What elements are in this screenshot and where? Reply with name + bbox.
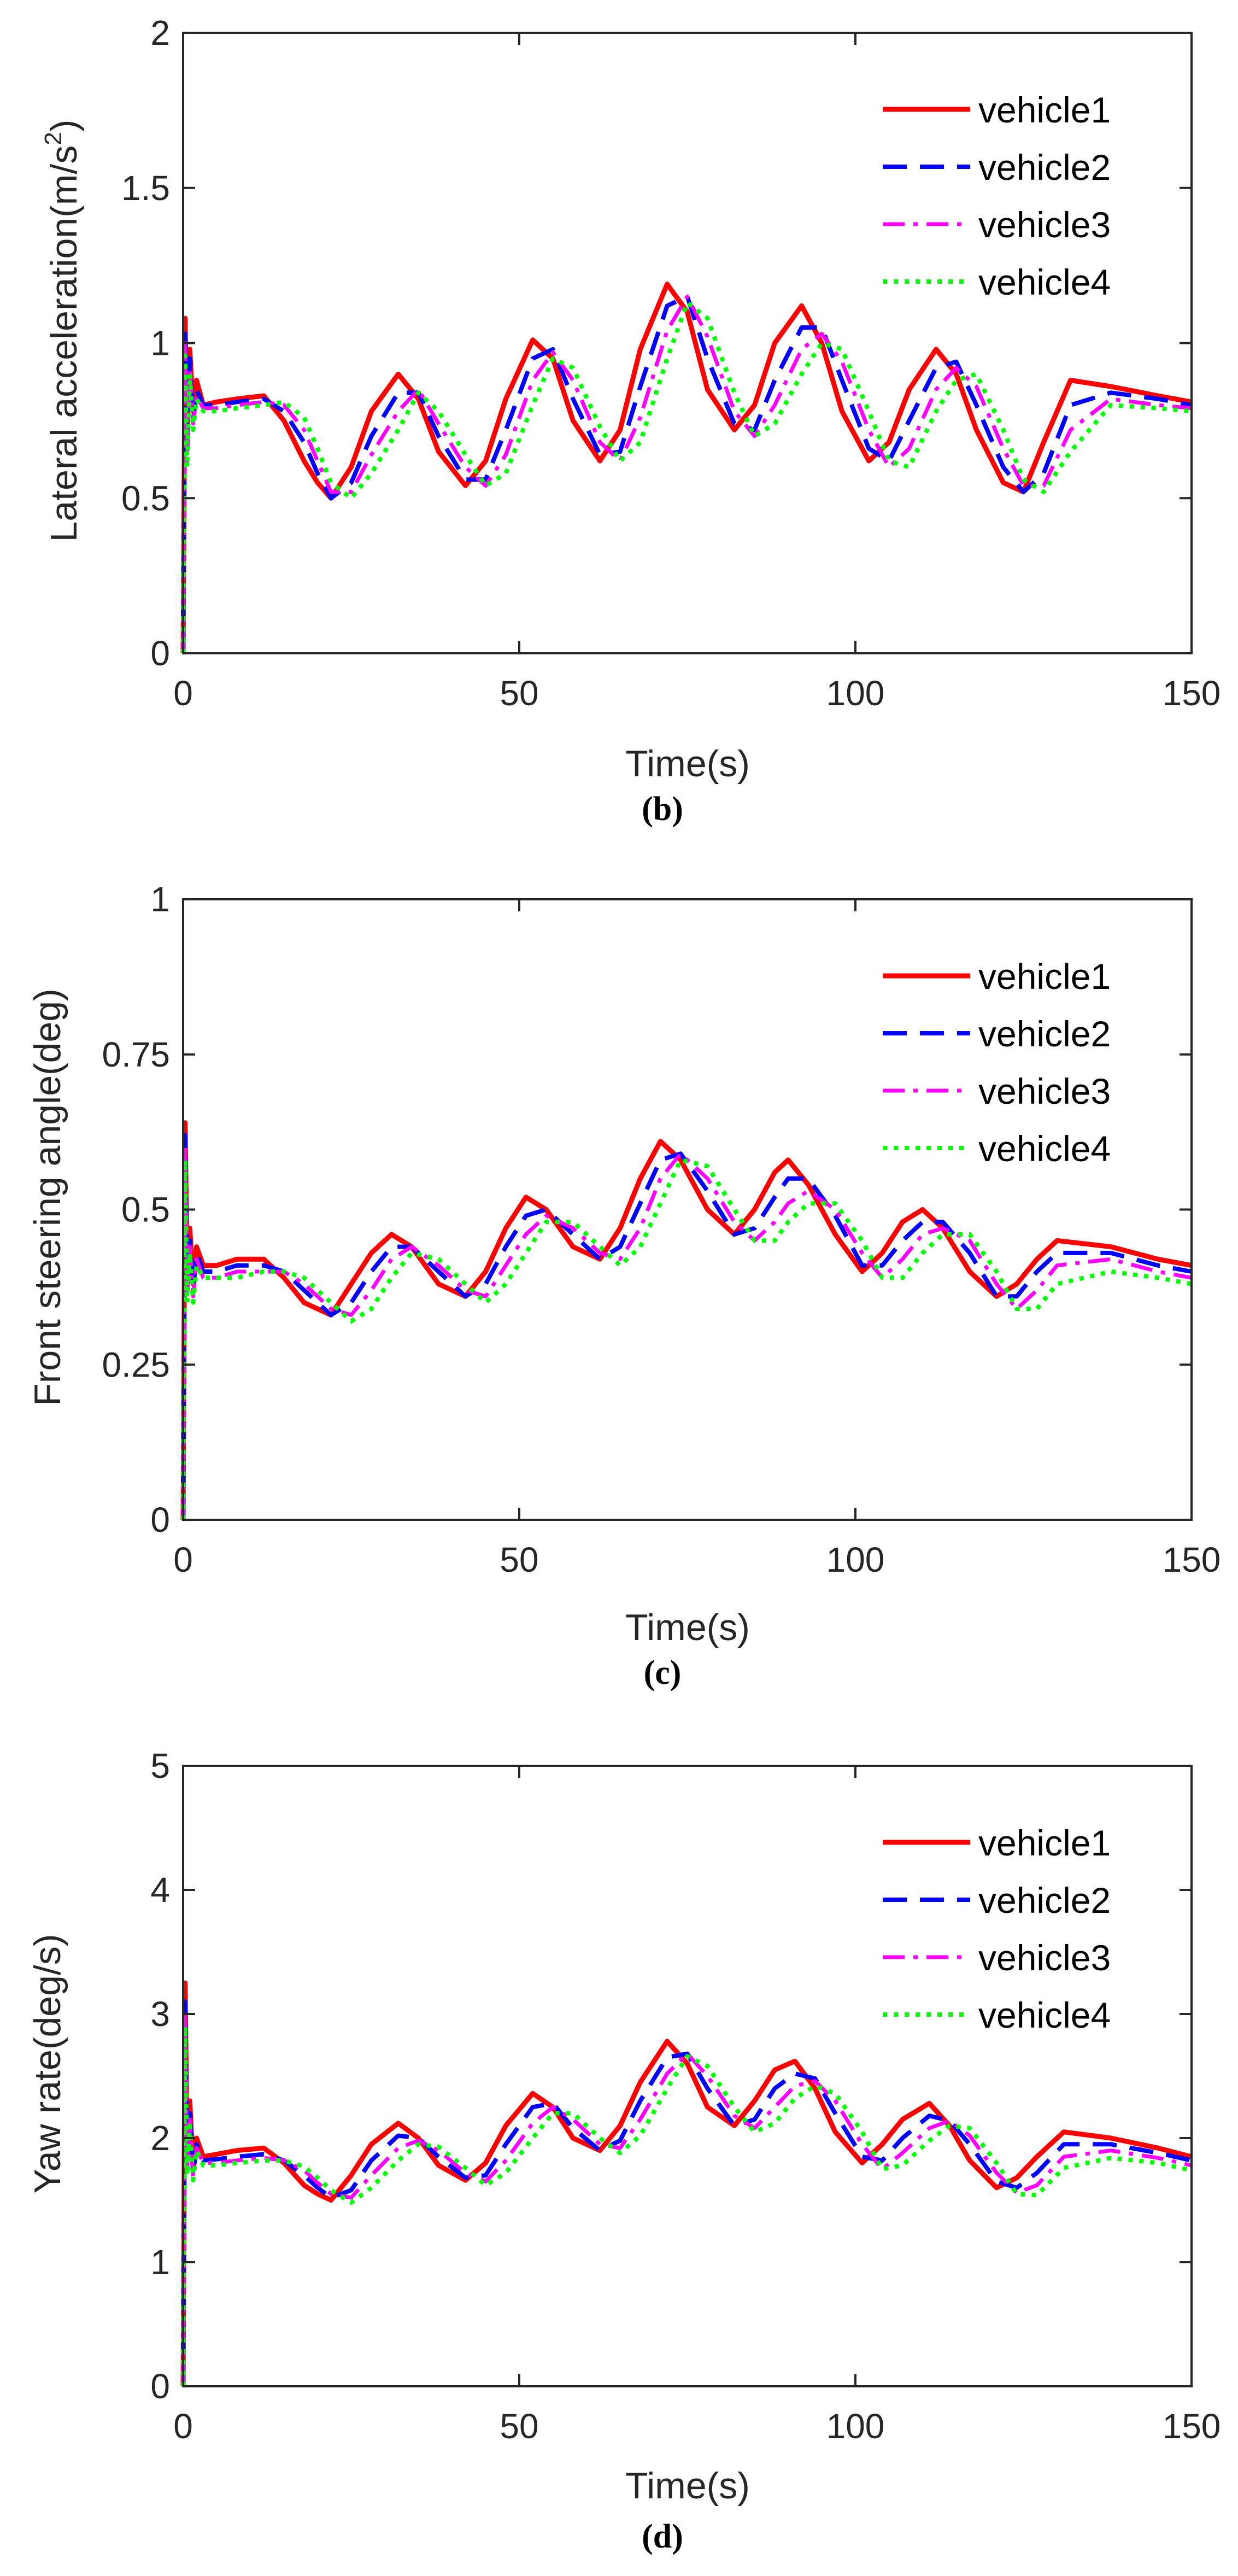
ytick-label-d-3: 3 — [150, 1994, 170, 2034]
plot-area-c — [183, 899, 1192, 1520]
series-line-c-vehicle4 — [181, 1157, 1192, 1520]
ytick-label-b-0: 0 — [150, 634, 170, 673]
xtick-label-b-1: 50 — [500, 674, 538, 713]
series-line-b-vehicle4 — [181, 300, 1192, 654]
plot-area-d — [183, 1766, 1192, 2386]
xtick-label-d-2: 100 — [826, 2407, 885, 2446]
panel-c-ylabel: Front steering angle(deg) — [27, 988, 68, 1406]
legend-label-b-vehicle2: vehicle2 — [978, 147, 1111, 188]
ytick-label-d-1: 1 — [150, 2243, 170, 2282]
legend-label-c-vehicle2: vehicle2 — [978, 1014, 1111, 1054]
legend-label-b-vehicle1: vehicle1 — [978, 90, 1111, 130]
panel-b-ylabel-sup: 2 — [40, 132, 67, 145]
legend-label-d-vehicle1: vehicle1 — [978, 1823, 1111, 1863]
legend-label-c-vehicle4: vehicle4 — [978, 1128, 1111, 1169]
panel-d-xlabel: Time(s) — [625, 2465, 750, 2507]
legend-c: vehicle1 vehicle2 vehicle3 vehicle4 — [883, 956, 1111, 1169]
chart-b: 00.511.520 50 100 150vehicle1vehicle2vehicl… — [121, 13, 1221, 713]
ytick-label-c-2: 0.5 — [121, 1190, 170, 1230]
plot-area-b — [183, 33, 1192, 653]
xtick-label-b-0: 0 — [173, 674, 193, 713]
xtick-label-d-0: 0 — [173, 2407, 193, 2446]
ytick-label-c-1: 0.25 — [102, 1345, 170, 1384]
legend-label-d-vehicle2: vehicle2 — [978, 1880, 1111, 1921]
series-line-b-vehicle2 — [181, 294, 1192, 654]
series-line-c-vehicle2 — [181, 1133, 1192, 1520]
panel-c-caption: (c) — [644, 1654, 682, 1691]
series-line-d-vehicle2 — [181, 1999, 1192, 2387]
series-line-c-vehicle3 — [181, 1145, 1192, 1520]
panel-d: Yaw rate(deg/s) Time(s) (d) — [27, 1934, 750, 2555]
ytick-label-b-2: 1 — [150, 324, 170, 363]
panel-b-xlabel: Time(s) — [625, 743, 750, 784]
xtick-label-c-1: 50 — [500, 1540, 538, 1579]
series-line-b-vehicle3 — [181, 294, 1192, 654]
panel-b: Lateral acceleration(m/s2) Time(s) (b) — [40, 120, 750, 828]
xtick-label-c-2: 100 — [826, 1540, 885, 1579]
series-line-d-vehicle3 — [181, 2012, 1192, 2387]
xtick-label-b-2: 100 — [826, 674, 885, 713]
xtick-label-d-3: 150 — [1163, 2407, 1221, 2446]
ytick-label-d-2: 2 — [150, 2118, 170, 2158]
xtick-label-c-3: 150 — [1163, 1540, 1221, 1579]
xtick-label-b-3: 150 — [1163, 674, 1221, 713]
panel-b-ylabel: Lateral acceleration(m/s2) — [40, 120, 85, 542]
panel-d-ylabel: Yaw rate(deg/s) — [27, 1934, 68, 2194]
xtick-label-d-1: 50 — [500, 2407, 538, 2446]
ytick-label-c-3: 0.75 — [102, 1035, 170, 1074]
panel-c-xlabel: Time(s) — [625, 1607, 750, 1648]
legend-label-c-vehicle3: vehicle3 — [978, 1071, 1111, 1111]
ytick-label-d-5: 5 — [150, 1746, 170, 1785]
ytick-label-c-0: 0 — [150, 1500, 170, 1539]
panel-d-caption: (d) — [642, 2518, 683, 2555]
legend-b: vehicle1 vehicle2 vehicle3 vehicle4 — [883, 90, 1111, 302]
xtick-label-c-0: 0 — [173, 1540, 193, 1579]
series-line-c-vehicle1 — [180, 1120, 1192, 1520]
legend-d: vehicle1 vehicle2 vehicle3 vehicle4 — [883, 1823, 1111, 2035]
legend-label-d-vehicle3: vehicle3 — [978, 1937, 1111, 1978]
legend-label-c-vehicle1: vehicle1 — [978, 956, 1111, 997]
legend-label-b-vehicle4: vehicle4 — [978, 262, 1111, 302]
legend-label-d-vehicle4: vehicle4 — [978, 1995, 1111, 2035]
ytick-label-b-1: 0.5 — [121, 478, 170, 518]
panel-c: Front steering angle(deg) Time(s) (c) — [27, 988, 750, 1691]
ytick-label-d-4: 4 — [150, 1870, 170, 1910]
ytick-label-c-4: 1 — [150, 880, 170, 919]
panel-b-caption: (b) — [642, 791, 683, 828]
ytick-label-b-4: 2 — [150, 13, 170, 52]
series-line-d-vehicle4 — [181, 2024, 1192, 2387]
ytick-label-d-0: 0 — [150, 2367, 170, 2406]
legend-label-b-vehicle3: vehicle3 — [978, 204, 1111, 245]
axes-box-d — [182, 1765, 1193, 2387]
ytick-label-b-3: 1.5 — [121, 168, 170, 208]
panel-b-ylabel-tail: ) — [43, 120, 85, 132]
